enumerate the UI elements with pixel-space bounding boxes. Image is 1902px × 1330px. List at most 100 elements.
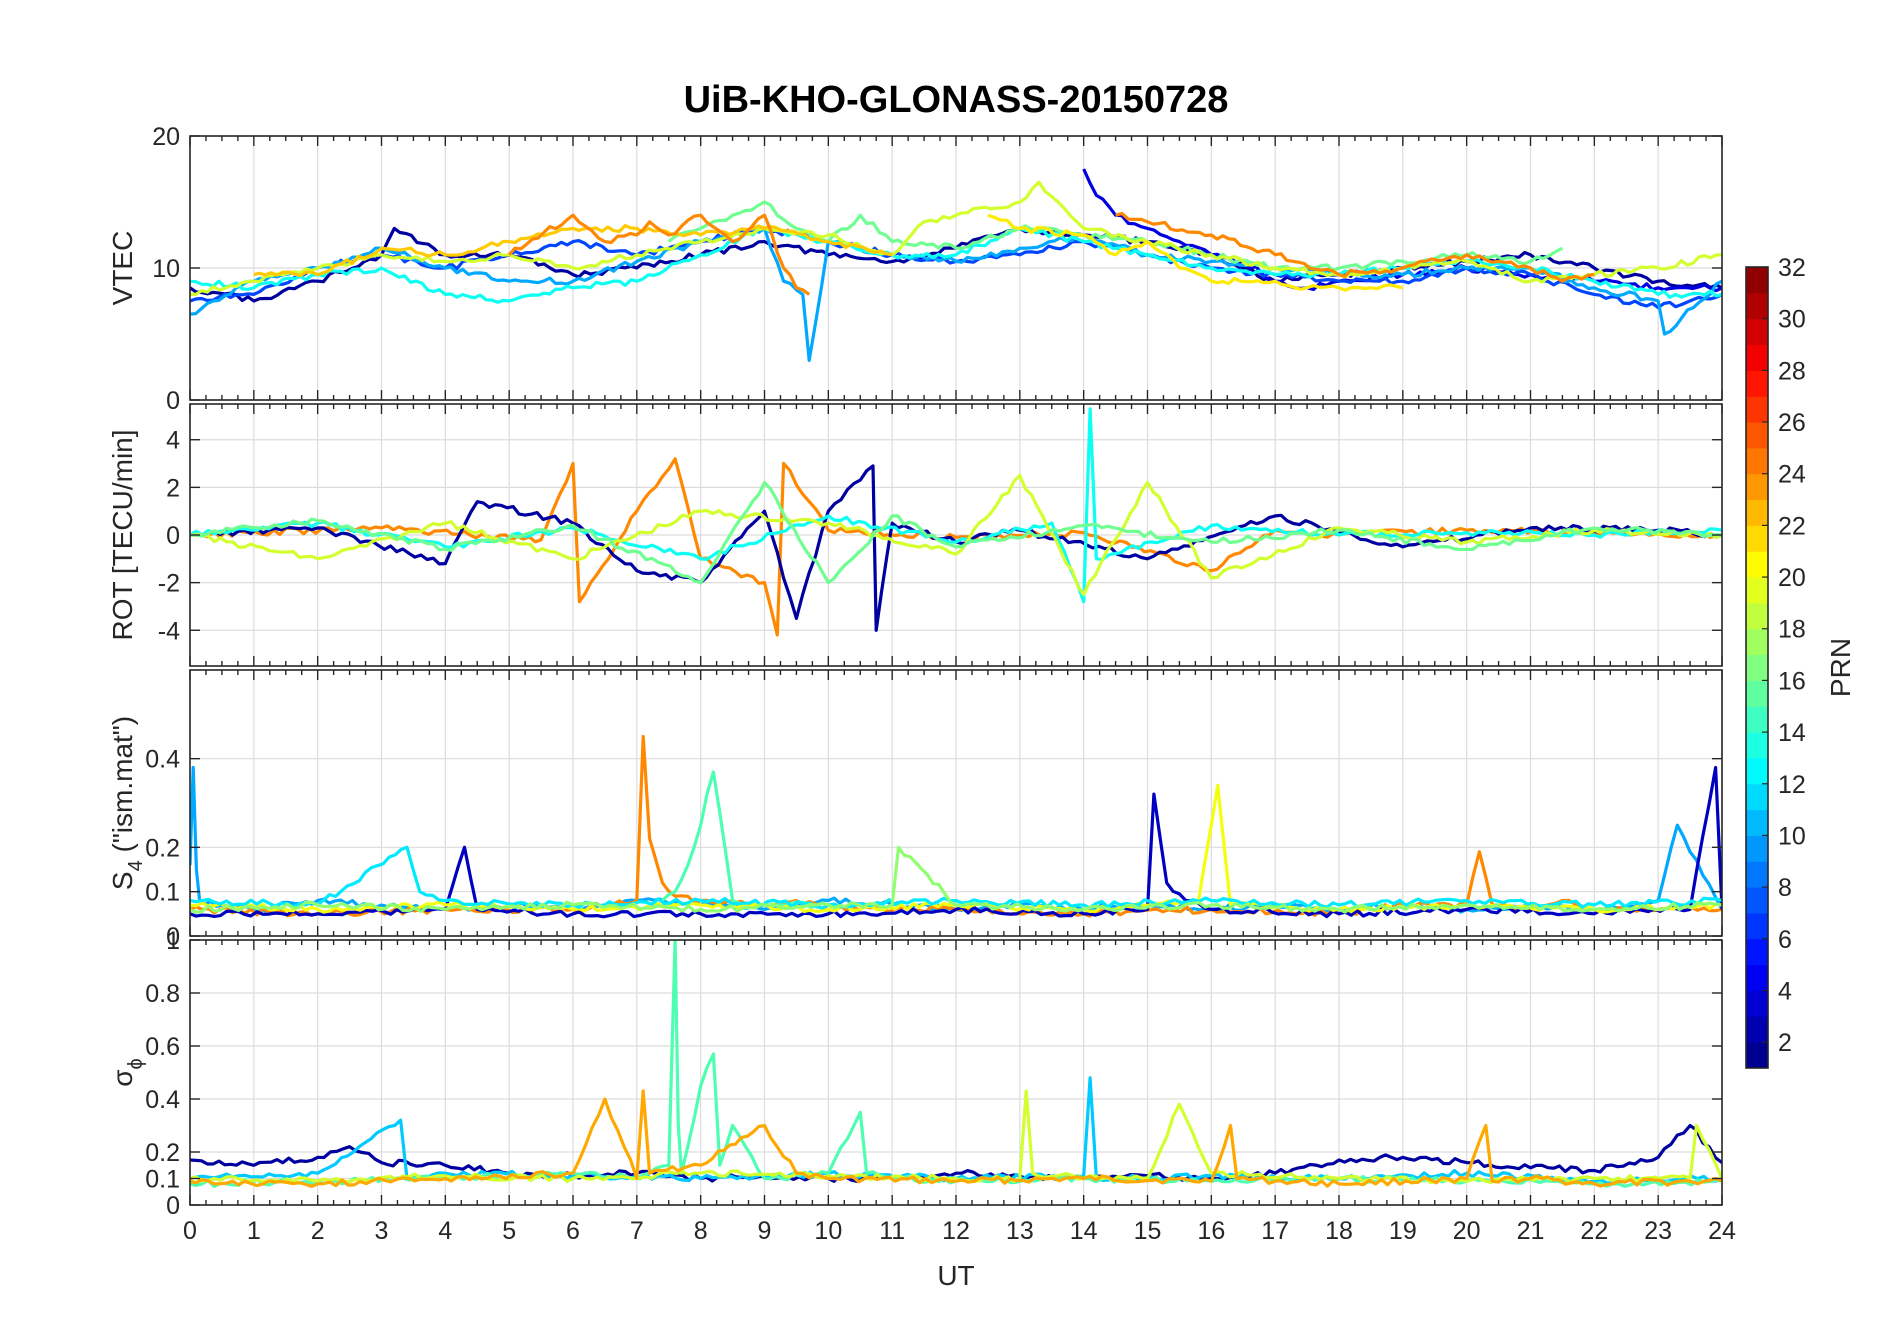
x-axis-label: UT <box>937 1260 974 1291</box>
y-tick-label: 0.8 <box>145 980 180 1008</box>
series-line-prn-23 <box>190 1089 1722 1188</box>
colorbar-segment <box>1746 964 1768 991</box>
colorbar-segment <box>1746 887 1768 914</box>
y-tick-label: 4 <box>166 427 180 455</box>
x-tick-label: 23 <box>1644 1217 1672 1245</box>
x-tick-label: 17 <box>1261 1217 1289 1245</box>
colorbar-tick-label: 32 <box>1778 254 1806 282</box>
colorbar-tick-label: 22 <box>1778 512 1806 540</box>
colorbar-segment <box>1746 318 1768 346</box>
colorbar-segment <box>1746 783 1768 811</box>
x-tick-label: 4 <box>438 1217 452 1245</box>
panel-vtec: 0 10 20 VTEC <box>107 123 1723 415</box>
colorbar-label: PRN <box>1825 638 1856 697</box>
series-line-prn-2 <box>190 464 1722 632</box>
colorbar-segment <box>1746 525 1768 552</box>
series-group <box>190 940 1722 1188</box>
y-tick-label: 0.1 <box>145 879 180 907</box>
y-tick-label: 1 <box>166 927 180 955</box>
colorbar-segment <box>1746 1042 1768 1069</box>
panel-rot: -4 -2 0 2 4 ROT [TECU/min] <box>107 403 1723 667</box>
series-line-prn-19 <box>190 180 1722 296</box>
colorbar-tick-label: 6 <box>1778 926 1792 954</box>
y-tick-label: 0.4 <box>145 746 180 774</box>
y-axis-label: ROT [TECU/min] <box>107 429 138 640</box>
colorbar-segment <box>1746 577 1768 604</box>
colorbar-tick-label: 4 <box>1778 977 1792 1005</box>
colorbar-segment <box>1746 447 1768 475</box>
y-axis-label: σϕ <box>107 1058 147 1086</box>
y-axis-label: VTEC <box>107 231 138 306</box>
colorbar-segment <box>1746 835 1768 862</box>
colorbar-tick-label: 2 <box>1778 1029 1792 1057</box>
y-tick-label: -2 <box>158 570 180 598</box>
colorbar-segment <box>1746 938 1768 966</box>
colorbar-segment <box>1746 344 1768 371</box>
colorbar-tick-label: 24 <box>1778 461 1806 489</box>
x-tick-label: 9 <box>758 1217 772 1245</box>
x-tick-label: 18 <box>1325 1217 1353 1245</box>
colorbar-segment <box>1746 499 1768 526</box>
y-axis-label: S4 ("ism.mat") <box>107 716 147 890</box>
series-line-prn-16 <box>190 481 1722 585</box>
colorbar-segment <box>1746 1016 1768 1043</box>
y-tick-label: 0.1 <box>145 1166 180 1194</box>
x-tick-label: 0 <box>183 1217 197 1245</box>
x-tick-label: 24 <box>1708 1217 1736 1245</box>
series-line-prn-24 <box>507 213 811 296</box>
y-tick-label: 0.6 <box>145 1033 180 1061</box>
colorbar-segment <box>1746 292 1768 320</box>
x-tick-label: 1 <box>247 1217 261 1245</box>
colorbar-tick-label: 10 <box>1778 822 1806 850</box>
y-tick-label: 10 <box>152 255 180 283</box>
colorbar-segment <box>1746 990 1768 1017</box>
x-tick-label: 5 <box>502 1217 516 1245</box>
x-tick-label: 20 <box>1453 1217 1481 1245</box>
series-group <box>190 168 1722 362</box>
series-line-prn-24 <box>1115 211 1595 283</box>
colorbar-segment <box>1746 370 1768 397</box>
colorbar-tick-label: 16 <box>1778 667 1806 695</box>
series-line-prn-12 <box>190 845 1722 910</box>
colorbar-tick-label: 30 <box>1778 306 1806 334</box>
colorbar-tick-label: 12 <box>1778 771 1806 799</box>
series-line-prn-21 <box>987 213 1404 292</box>
colorbar-segment <box>1746 706 1768 733</box>
x-tick-label: 7 <box>630 1217 644 1245</box>
x-tick-label: 14 <box>1070 1217 1098 1245</box>
x-tick-label: 16 <box>1197 1217 1225 1245</box>
series-line-prn-2 <box>190 1123 1722 1183</box>
y-tick-label: 0 <box>166 522 180 550</box>
colorbar-segment <box>1746 809 1768 836</box>
x-tick-label: 11 <box>879 1217 905 1245</box>
colorbar-segment <box>1746 628 1768 656</box>
colorbar-tick-label: 8 <box>1778 874 1792 902</box>
y-tick-label: 0 <box>166 923 180 951</box>
y-tick-label: 0.2 <box>145 834 180 862</box>
x-tick-label: 22 <box>1580 1217 1608 1245</box>
colorbar-segment <box>1746 912 1768 940</box>
y-tick-label: 0 <box>166 387 180 415</box>
colorbar-tick-label: 20 <box>1778 564 1806 592</box>
colorbar-segment <box>1746 680 1768 707</box>
x-tick-label: 2 <box>311 1217 325 1245</box>
series-line-prn-17 <box>190 845 1722 914</box>
colorbar-frame <box>1745 266 1769 1069</box>
x-tick-label: 19 <box>1389 1217 1417 1245</box>
y-tick-label: 20 <box>152 123 180 151</box>
x-tick-label: 13 <box>1006 1217 1034 1245</box>
series-line-prn-19 <box>190 473 1722 597</box>
colorbar-segment <box>1746 757 1768 785</box>
y-tick-label: -4 <box>158 617 180 645</box>
colorbar-tick-label: 28 <box>1778 357 1806 385</box>
x-tick-label: 8 <box>694 1217 708 1245</box>
series-line-prn-10 <box>190 226 1722 362</box>
y-tick-label: 2 <box>166 474 180 502</box>
colorbar-segment <box>1746 396 1768 423</box>
y-tick-label: 0.4 <box>145 1086 180 1114</box>
colorbar-segment <box>1746 473 1768 501</box>
